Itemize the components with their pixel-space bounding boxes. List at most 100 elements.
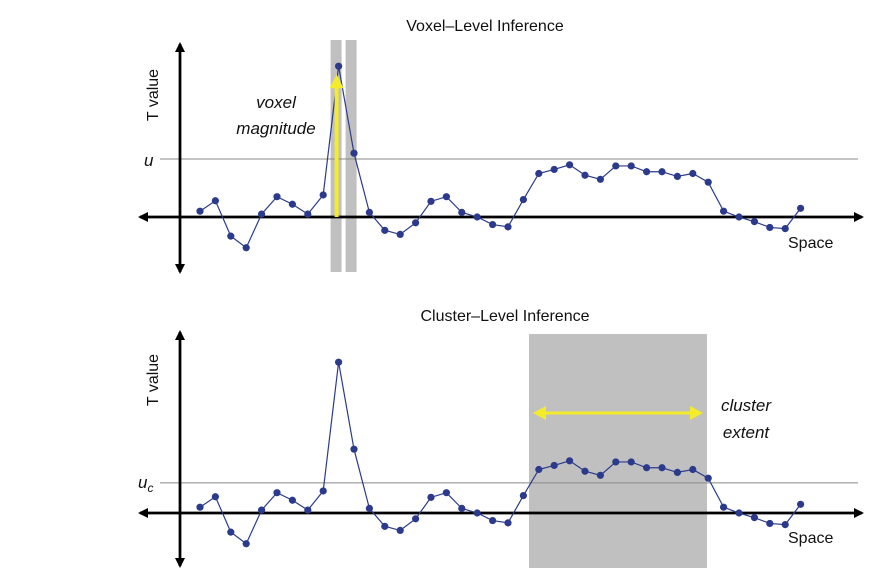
cluster-threshold-label-main: u <box>138 473 148 492</box>
cluster-data-point-19 <box>489 516 497 525</box>
voxel-data-point-28 <box>627 162 635 170</box>
cluster-data-point-5 <box>273 489 281 497</box>
cluster-data-point-23 <box>550 461 558 470</box>
voxel-panel-title: Voxel–Level Inference <box>406 18 564 35</box>
voxel-data-point-30 <box>658 168 666 176</box>
voxel-series-line <box>199 66 802 249</box>
cluster-data-point-37 <box>766 519 774 528</box>
cluster-data-point-4 <box>258 506 266 514</box>
cluster-data-point-36 <box>750 514 759 522</box>
cluster-series-line <box>199 362 802 545</box>
cluster-data-point-2 <box>227 528 235 536</box>
cluster-threshold-label-sub: c <box>147 481 153 495</box>
voxel-data-point-19 <box>489 220 497 229</box>
cluster-data-point-14 <box>412 515 420 523</box>
cluster-data-point-21 <box>519 492 528 500</box>
voxel-data-point-5 <box>273 193 281 201</box>
voxel-y-axis-label: T value <box>145 69 162 121</box>
voxel-data-point-8 <box>319 191 327 199</box>
cluster-level-panel: Cluster–Level Inference T value Space uc… <box>138 308 864 568</box>
voxel-data-point-9 <box>335 62 343 70</box>
voxel-data-point-21 <box>519 196 528 204</box>
cluster-data-point-1 <box>211 493 219 501</box>
cluster-data-point-16 <box>442 489 450 497</box>
voxel-data-point-12 <box>381 226 389 234</box>
cluster-x-axis-label: Space <box>788 530 833 547</box>
voxel-data-point-18 <box>473 213 481 221</box>
cluster-data-point-20 <box>504 519 512 527</box>
voxel-highlight-bar-2 <box>345 40 357 272</box>
voxel-data-point-34 <box>720 207 728 215</box>
cluster-data-point-39 <box>797 500 805 508</box>
voxel-data-point-24 <box>566 161 574 169</box>
cluster-data-point-8 <box>319 487 327 495</box>
voxel-data-point-7 <box>304 210 312 218</box>
cluster-extent-arrow-right-head <box>690 406 703 420</box>
voxel-data-point-20 <box>504 223 512 231</box>
voxel-data-point-39 <box>797 204 805 212</box>
cluster-data-point-17 <box>458 504 466 512</box>
cluster-data-point-33 <box>704 474 712 482</box>
cluster-threshold-label: uc <box>138 473 153 495</box>
voxel-data-point-26 <box>596 175 605 183</box>
voxel-data-point-1 <box>211 197 219 205</box>
voxel-data-point-29 <box>643 168 651 176</box>
cluster-data-point-28 <box>627 458 635 466</box>
cluster-data-point-6 <box>288 496 296 504</box>
voxel-data-point-3 <box>242 244 250 252</box>
cluster-data-point-18 <box>473 509 481 517</box>
voxel-data-point-32 <box>689 169 697 178</box>
voxel-magnitude-arrow-head <box>329 74 344 89</box>
cluster-data-point-11 <box>365 504 373 512</box>
cluster-data-point-32 <box>689 465 697 474</box>
cluster-data-point-25 <box>581 467 589 475</box>
cluster-data-point-22 <box>535 465 543 474</box>
voxel-data-point-31 <box>673 172 682 180</box>
cluster-data-point-29 <box>643 464 651 472</box>
cluster-extent-arrow-left-head <box>533 406 546 420</box>
cluster-data-point-27 <box>612 458 620 466</box>
voxel-data-point-38 <box>781 225 789 233</box>
cluster-data-point-31 <box>673 468 682 476</box>
cluster-data-point-26 <box>596 471 605 479</box>
voxel-data-point-35 <box>735 213 743 221</box>
voxel-data-point-15 <box>427 197 435 205</box>
voxel-data-point-2 <box>227 232 235 240</box>
cluster-data-point-12 <box>381 522 389 530</box>
voxel-data-point-22 <box>535 169 543 178</box>
cluster-data-point-9 <box>335 358 343 366</box>
voxel-annotation-line2: magnitude <box>236 119 315 138</box>
cluster-data-point-10 <box>350 445 358 453</box>
cluster-data-point-30 <box>658 464 666 472</box>
voxel-data-point-23 <box>550 165 558 174</box>
cluster-annotation-line2: extent <box>723 423 771 442</box>
voxel-data-point-33 <box>704 178 712 186</box>
cluster-data-point-24 <box>566 457 574 465</box>
voxel-threshold-label: u <box>144 151 154 170</box>
cluster-data-point-38 <box>781 521 789 529</box>
cluster-panel-title: Cluster–Level Inference <box>421 308 590 325</box>
cluster-annotation-line1: cluster <box>721 396 772 415</box>
cluster-data-point-13 <box>396 526 404 535</box>
cluster-data-point-35 <box>735 509 743 517</box>
cluster-y-axis-label: T value <box>145 354 162 406</box>
cluster-data-point-7 <box>304 506 312 514</box>
voxel-data-point-36 <box>750 218 759 226</box>
voxel-data-point-17 <box>458 208 466 216</box>
voxel-data-point-0 <box>196 207 204 215</box>
voxel-x-axis-label: Space <box>788 235 833 252</box>
cluster-data-point-15 <box>427 493 435 501</box>
voxel-annotation-line1: voxel <box>256 93 297 112</box>
cluster-highlight-region <box>529 334 707 568</box>
voxel-data-point-10 <box>350 149 358 157</box>
voxel-data-point-11 <box>365 208 373 216</box>
voxel-data-point-25 <box>581 171 589 179</box>
voxel-data-point-13 <box>396 230 404 238</box>
voxel-data-point-16 <box>442 193 450 201</box>
cluster-data-point-34 <box>720 503 728 511</box>
voxel-data-point-14 <box>412 219 420 227</box>
voxel-data-point-6 <box>288 200 296 208</box>
voxel-level-panel: Voxel–Level Inference T value Space u vo… <box>138 18 864 274</box>
cluster-data-point-3 <box>242 540 250 548</box>
